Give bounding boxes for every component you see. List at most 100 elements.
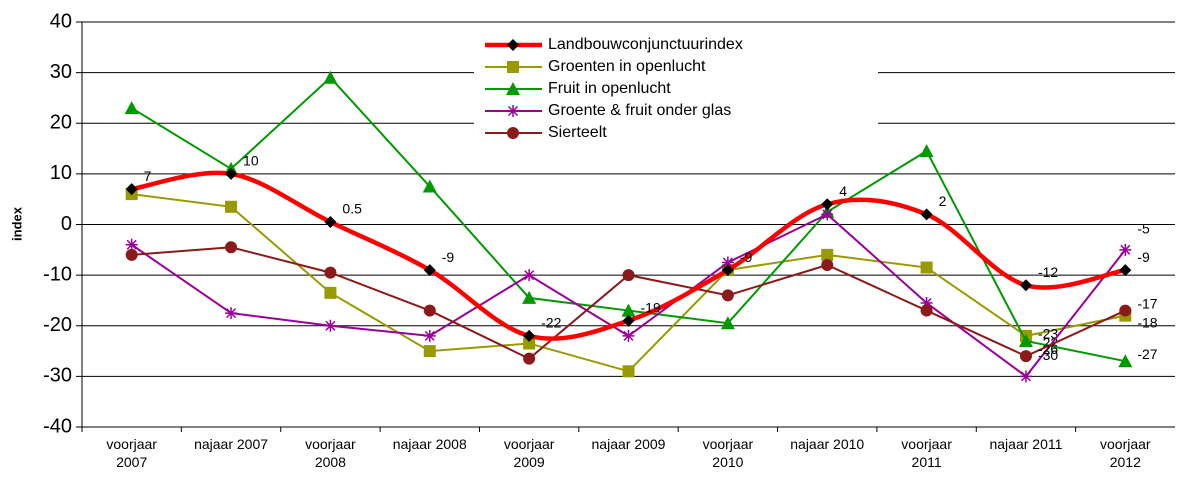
marker (1119, 243, 1132, 256)
y-tick-label: -40 (43, 415, 72, 437)
data-label: -18 (1137, 314, 1157, 330)
x-tick-label: najaar 2011 (989, 436, 1062, 452)
marker (423, 329, 436, 342)
marker (125, 183, 138, 196)
marker (324, 286, 337, 299)
marker (225, 241, 238, 254)
marker (225, 200, 238, 213)
x-tick-label: najaar 2010 (790, 436, 864, 452)
series: -26 -17 (125, 241, 1158, 365)
series-line (131, 213, 1127, 378)
marker (423, 345, 436, 358)
x-tick-label: najaar 2009 (592, 436, 666, 452)
legend-label: Sierteelt (548, 124, 607, 141)
legend-marker (507, 127, 519, 139)
marker (523, 352, 536, 365)
marker (324, 266, 337, 279)
y-tick-label: 10 (50, 162, 72, 184)
marker (423, 264, 436, 277)
marker (324, 215, 337, 228)
data-label: -22 (541, 315, 561, 331)
marker (721, 264, 734, 277)
data-label: 0.5 (342, 201, 362, 217)
marker (1018, 333, 1033, 347)
data-label: -23 (1038, 326, 1058, 342)
y-tick-label: -10 (43, 263, 72, 285)
marker (1118, 354, 1133, 368)
x-tick-label: voorjaar 2012 (1100, 436, 1151, 470)
marker (920, 261, 933, 274)
legend-label: Fruit in openlucht (548, 80, 671, 97)
marker (225, 307, 238, 320)
data-label: -12 (1038, 264, 1058, 280)
marker (1019, 279, 1032, 292)
series-line (131, 193, 1126, 373)
marker (1019, 350, 1032, 363)
marker (721, 289, 734, 302)
marker (422, 179, 437, 193)
marker (523, 329, 536, 342)
y-tick-label: -20 (43, 314, 72, 336)
data-label: -30 (1038, 347, 1058, 363)
marker (323, 70, 338, 84)
marker (920, 208, 933, 221)
y-tick-label: 30 (50, 61, 72, 83)
y-tick-label: 40 (50, 10, 72, 32)
x-tick-label: voorjaar 2010 (703, 436, 754, 470)
legend-marker (507, 61, 519, 73)
data-label: -19 (641, 299, 661, 315)
x-tick-label: voorjaar 2009 (504, 436, 555, 470)
marker (125, 248, 138, 261)
marker (821, 259, 834, 271)
y-axis-label: index (9, 206, 24, 241)
marker (622, 269, 635, 282)
marker (721, 256, 734, 269)
marker (920, 296, 933, 309)
marker (522, 290, 537, 304)
x-tick-label: voorjaar 2007 (106, 436, 157, 470)
legend-marker (507, 105, 519, 117)
x-tick-label: voorjaar 2008 (305, 436, 356, 470)
data-label: -5 (1137, 221, 1150, 237)
data-label: 10 (243, 153, 259, 169)
y-tick-label: 0 (61, 213, 72, 235)
marker (920, 304, 933, 317)
marker (821, 248, 834, 261)
marker (622, 329, 635, 342)
x-tick-label: voorjaar 2011 (901, 436, 952, 470)
series-line (131, 246, 1126, 360)
marker (523, 337, 536, 350)
marker (821, 198, 834, 211)
x-tick-label: najaar 2007 (194, 436, 268, 452)
marker (1019, 370, 1032, 383)
legend-marker (506, 82, 520, 95)
data-label: -17 (1137, 295, 1157, 311)
y-tick-label: 20 (50, 112, 72, 134)
series: 7 10 0.5 -9 -22 -19 -9 4 2 -12 -9 (125, 153, 1150, 342)
marker (919, 144, 934, 158)
marker (1119, 264, 1132, 277)
marker (1119, 304, 1132, 317)
data-label: -9 (1137, 249, 1150, 265)
marker (124, 101, 139, 115)
marker (622, 365, 635, 378)
data-label: -9 (740, 249, 753, 265)
marker (622, 314, 635, 327)
legend-label: Groenten in openlucht (548, 58, 706, 75)
marker (821, 208, 834, 221)
marker (523, 269, 536, 282)
legend: Landbouwconjunctuurindex Groenten in open… (474, 32, 878, 146)
data-label: 2 (939, 193, 947, 209)
data-label: 7 (144, 168, 152, 184)
series: -30 -5 (125, 208, 1150, 383)
legend-label: Groente & fruit onder glas (548, 102, 731, 119)
series: -22 -18 (125, 188, 1158, 378)
data-label: -27 (1137, 346, 1157, 362)
y-tick-label: -30 (43, 365, 72, 387)
x-tick-label: najaar 2008 (393, 436, 467, 452)
marker (324, 319, 337, 332)
marker (720, 316, 735, 330)
marker (423, 304, 436, 317)
marker (225, 167, 238, 180)
